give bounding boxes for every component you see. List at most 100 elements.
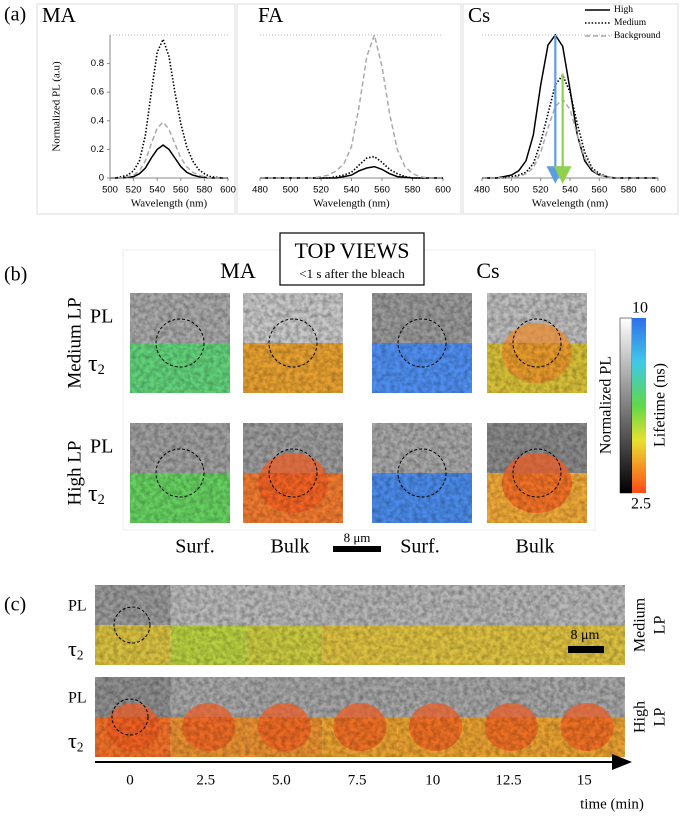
lifetime-texture — [397, 625, 474, 665]
time-label: 15 — [577, 772, 592, 788]
y-tick-label: 0.2 — [91, 144, 104, 155]
pl-colorbar — [619, 317, 633, 494]
x-tick-label: 480 — [252, 185, 268, 196]
pl-texture — [473, 585, 550, 625]
pl-label: PL — [68, 690, 87, 707]
bleach-circle — [111, 698, 149, 736]
lifetime-texture — [549, 625, 625, 665]
box-subtitle: <1 s after the bleach — [299, 266, 405, 281]
column-footer: Surf. — [175, 536, 214, 558]
tau-label: τ2 — [88, 351, 105, 379]
lifetime-texture — [243, 473, 343, 523]
time-label: 7.5 — [348, 772, 367, 788]
tau-subscript: 2 — [98, 362, 105, 378]
series-line — [482, 73, 658, 179]
lifetime-texture — [549, 717, 625, 757]
lifetime-texture — [243, 343, 343, 393]
column-footer: Bulk — [516, 536, 555, 558]
time-label: 2.5 — [196, 772, 215, 788]
pl-label: PL — [90, 306, 113, 328]
x-tick-label: 520 — [126, 185, 142, 196]
lifetime-texture — [487, 473, 587, 523]
lifetime-texture — [487, 343, 587, 393]
x-tick-label: 540 — [344, 185, 360, 196]
bleach-circle — [397, 318, 447, 368]
tau-label: τ2 — [68, 636, 83, 662]
bleach-circle — [268, 318, 318, 368]
x-tick-label: 560 — [173, 185, 189, 196]
lifetime-texture — [130, 343, 230, 393]
row-label: High — [632, 701, 649, 733]
x-axis-label: Wavelength (nm) — [131, 198, 208, 210]
row-label: Medium LP — [64, 297, 85, 388]
scale-bar — [333, 546, 381, 552]
column-footer: Bulk — [271, 536, 310, 558]
series-line — [482, 98, 658, 179]
x-tick-label: 600 — [650, 185, 666, 196]
x-tick-label: 600 — [435, 185, 451, 196]
chart-frame — [36, 3, 236, 215]
tau-label: τ2 — [88, 481, 105, 509]
scale-label: 8 μm — [344, 530, 371, 545]
pl-texture — [397, 585, 474, 625]
scale-bar — [568, 646, 604, 653]
x-tick-label: 580 — [405, 185, 421, 196]
lifetime-texture — [372, 473, 472, 523]
box-title: TOP VIEWS — [294, 238, 409, 263]
y-tick-label: 0.6 — [91, 87, 104, 98]
x-axis-label: Wavelength (nm) — [313, 198, 390, 210]
time-axis-label: time (min) — [580, 796, 644, 812]
lifetime-texture — [397, 717, 474, 757]
pl-texture — [243, 293, 343, 343]
pl-texture — [322, 585, 398, 625]
colorbar-label: Lifetime (ns) — [652, 363, 669, 447]
lifetime-texture — [473, 717, 550, 757]
pl-label: PL — [90, 436, 113, 458]
pl-label: PL — [68, 598, 87, 615]
x-axis-label: Wavelength (nm) — [532, 198, 609, 210]
title-box — [279, 232, 425, 286]
series-line — [110, 37, 228, 179]
x-tick-label: 480 — [474, 185, 490, 196]
panel-label: (a) — [4, 4, 26, 26]
x-tick-label: 560 — [591, 185, 607, 196]
pl-texture — [549, 585, 625, 625]
row-label: LP — [652, 708, 669, 727]
legend-label: Background — [614, 31, 661, 41]
row-label: LP — [652, 616, 669, 635]
tau-subscript: 2 — [77, 648, 84, 663]
chart-title: MA — [42, 3, 77, 27]
series-line — [260, 165, 443, 179]
lifetime-texture — [170, 717, 247, 757]
x-tick-label: 600 — [220, 185, 236, 196]
bleach-circle — [268, 448, 318, 498]
x-tick-label: 500 — [283, 185, 299, 196]
series-line — [260, 32, 443, 179]
time-label: 5.0 — [272, 772, 291, 788]
tau-subscript: 2 — [77, 740, 84, 755]
lifetime-texture — [473, 625, 550, 665]
x-tick-label: 520 — [313, 185, 329, 196]
column-label: MA — [220, 258, 256, 283]
pl-texture — [372, 293, 472, 343]
pl-texture — [170, 585, 247, 625]
series-line — [260, 155, 443, 179]
pl-texture — [130, 423, 230, 473]
pl-texture — [246, 585, 323, 625]
scale-label: 8 μm — [571, 628, 600, 643]
column-footer: Surf. — [400, 536, 439, 558]
tau-symbol: τ — [68, 728, 77, 753]
series-line — [110, 144, 228, 179]
lifetime-texture — [246, 625, 323, 665]
time-label: 0 — [126, 772, 134, 788]
row-label: High LP — [64, 441, 85, 506]
lifetime-texture — [372, 343, 472, 393]
chart-title: Cs — [468, 3, 490, 27]
bleach-circle — [155, 318, 205, 368]
column-label: Cs — [476, 258, 499, 283]
panel-label: (c) — [4, 594, 26, 616]
tau-symbol: τ — [88, 481, 98, 507]
legend-label: Medium — [614, 18, 647, 28]
x-tick-label: 520 — [533, 185, 549, 196]
